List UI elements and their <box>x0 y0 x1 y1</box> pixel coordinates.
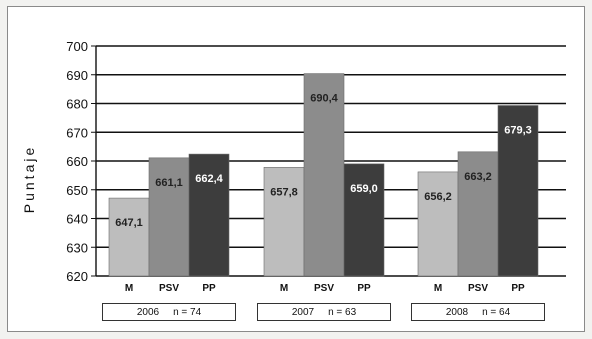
bar-2008-pp <box>497 105 539 277</box>
bar-2006-psv <box>148 157 190 277</box>
bar-2008-psv <box>457 151 499 277</box>
y-tick-label: 650 <box>66 183 88 198</box>
data-label: 659,0 <box>350 183 378 195</box>
data-label: 690,4 <box>310 93 338 105</box>
bar-2006-m <box>108 197 150 277</box>
category-label: PP <box>511 283 525 294</box>
y-tick-label: 670 <box>66 125 88 140</box>
category-label: M <box>125 283 133 294</box>
data-label: 657,8 <box>270 186 298 198</box>
group-label-box: 2006 n = 74 <box>102 303 236 321</box>
y-tick-label: 690 <box>66 68 88 83</box>
data-label: 679,3 <box>504 125 532 137</box>
bar-2007-psv <box>303 73 345 277</box>
bar-2008-m <box>417 171 459 277</box>
group-label-box: 2008 n = 64 <box>411 303 545 321</box>
data-label: 662,4 <box>195 173 223 185</box>
data-labels: 647,1 661,1 662,4 657,8 690,4 659,0 656,2 663,2… <box>115 93 532 229</box>
category-label: PP <box>202 283 216 294</box>
group-n: n = 64 <box>482 306 511 318</box>
y-tick-label: 660 <box>66 154 88 169</box>
y-axis-title: Puntaje <box>21 145 37 213</box>
category-labels: M PSV PP M PSV PP M PSV PP <box>125 283 525 294</box>
y-tick-label: 640 <box>66 212 88 227</box>
bar-2007-pp <box>343 163 385 277</box>
y-tick-label: 630 <box>66 240 88 255</box>
data-label: 647,1 <box>115 217 143 229</box>
bar-chart: 620 630 640 650 660 670 680 690 700 647,1 661,1 66… <box>21 39 566 294</box>
y-tick-label: 620 <box>66 269 88 284</box>
category-label: PSV <box>314 283 334 294</box>
group-year: 2007 <box>291 306 315 318</box>
bars <box>108 73 539 277</box>
category-label: M <box>280 283 288 294</box>
bar-2006-pp <box>188 153 230 277</box>
y-tick-label: 680 <box>66 97 88 112</box>
category-label: PSV <box>468 283 488 294</box>
bar-2007-m <box>263 167 305 277</box>
data-label: 656,2 <box>424 191 452 203</box>
y-axis-ticks: 620 630 640 650 660 670 680 690 700 <box>66 39 88 284</box>
category-label: PSV <box>159 283 179 294</box>
category-label: PP <box>357 283 371 294</box>
y-tick-label: 700 <box>66 39 88 54</box>
group-year: 2008 <box>445 306 469 318</box>
group-n: n = 74 <box>173 306 202 318</box>
chart-frame: 620 630 640 650 660 670 680 690 700 647,1 661,1 66… <box>7 6 585 332</box>
category-label: M <box>434 283 442 294</box>
group-label-box: 2007 n = 63 <box>257 303 391 321</box>
data-label: 663,2 <box>464 171 492 183</box>
data-label: 661,1 <box>155 177 183 189</box>
group-n: n = 63 <box>328 306 357 318</box>
group-year: 2006 <box>136 306 160 318</box>
